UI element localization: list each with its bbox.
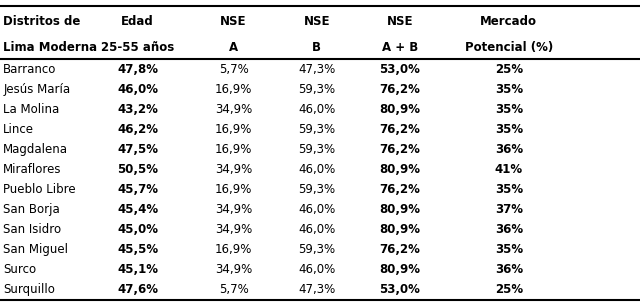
Text: 80,9%: 80,9%	[380, 263, 420, 276]
Text: 25-55 años: 25-55 años	[101, 41, 174, 54]
Text: B: B	[312, 41, 321, 54]
Text: 35%: 35%	[495, 183, 523, 196]
Text: 47,6%: 47,6%	[117, 283, 158, 296]
Text: 16,9%: 16,9%	[215, 123, 252, 136]
Text: 5,7%: 5,7%	[219, 63, 248, 76]
Text: 16,9%: 16,9%	[215, 143, 252, 156]
Text: 53,0%: 53,0%	[380, 63, 420, 76]
Text: Surquillo: Surquillo	[3, 283, 55, 296]
Text: Magdalena: Magdalena	[3, 143, 68, 156]
Text: 59,3%: 59,3%	[298, 243, 335, 256]
Text: 59,3%: 59,3%	[298, 143, 335, 156]
Text: Pueblo Libre: Pueblo Libre	[3, 183, 76, 196]
Text: 45,0%: 45,0%	[117, 223, 158, 236]
Text: Mercado: Mercado	[480, 15, 538, 28]
Text: Barranco: Barranco	[3, 63, 56, 76]
Text: 76,2%: 76,2%	[380, 143, 420, 156]
Text: 36%: 36%	[495, 263, 523, 276]
Text: 80,9%: 80,9%	[380, 163, 420, 176]
Text: 34,9%: 34,9%	[215, 263, 252, 276]
Text: A + B: A + B	[382, 41, 418, 54]
Text: 50,5%: 50,5%	[117, 163, 158, 176]
Text: San Borja: San Borja	[3, 203, 60, 216]
Text: 76,2%: 76,2%	[380, 183, 420, 196]
Text: 25%: 25%	[495, 63, 523, 76]
Text: NSE: NSE	[220, 15, 247, 28]
Text: 47,3%: 47,3%	[298, 63, 335, 76]
Text: 16,9%: 16,9%	[215, 183, 252, 196]
Text: 53,0%: 53,0%	[380, 283, 420, 296]
Text: 36%: 36%	[495, 143, 523, 156]
Text: 76,2%: 76,2%	[380, 123, 420, 136]
Text: 35%: 35%	[495, 243, 523, 256]
Text: 41%: 41%	[495, 163, 523, 176]
Text: 35%: 35%	[495, 103, 523, 116]
Text: 45,7%: 45,7%	[117, 183, 158, 196]
Text: 47,8%: 47,8%	[117, 63, 158, 76]
Text: 46,0%: 46,0%	[298, 223, 335, 236]
Text: NSE: NSE	[303, 15, 330, 28]
Text: Lince: Lince	[3, 123, 34, 136]
Text: NSE: NSE	[387, 15, 413, 28]
Text: 34,9%: 34,9%	[215, 163, 252, 176]
Text: 34,9%: 34,9%	[215, 203, 252, 216]
Text: San Miguel: San Miguel	[3, 243, 68, 256]
Text: 34,9%: 34,9%	[215, 103, 252, 116]
Text: 46,0%: 46,0%	[298, 203, 335, 216]
Text: 80,9%: 80,9%	[380, 203, 420, 216]
Text: 46,0%: 46,0%	[298, 103, 335, 116]
Text: 59,3%: 59,3%	[298, 183, 335, 196]
Text: Edad: Edad	[121, 15, 154, 28]
Text: 34,9%: 34,9%	[215, 223, 252, 236]
Text: 80,9%: 80,9%	[380, 103, 420, 116]
Text: 37%: 37%	[495, 203, 523, 216]
Text: Lima Moderna: Lima Moderna	[3, 41, 97, 54]
Text: 35%: 35%	[495, 83, 523, 96]
Text: 59,3%: 59,3%	[298, 123, 335, 136]
Text: Miraflores: Miraflores	[3, 163, 61, 176]
Text: 59,3%: 59,3%	[298, 83, 335, 96]
Text: 43,2%: 43,2%	[117, 103, 158, 116]
Text: Jesús María: Jesús María	[3, 83, 70, 96]
Text: 25%: 25%	[495, 283, 523, 296]
Text: Potencial (%): Potencial (%)	[465, 41, 553, 54]
Text: 80,9%: 80,9%	[380, 223, 420, 236]
Text: San Isidro: San Isidro	[3, 223, 61, 236]
Text: Surco: Surco	[3, 263, 36, 276]
Text: 47,3%: 47,3%	[298, 283, 335, 296]
Text: 45,4%: 45,4%	[117, 203, 158, 216]
Text: 36%: 36%	[495, 223, 523, 236]
Text: 35%: 35%	[495, 123, 523, 136]
Text: 16,9%: 16,9%	[215, 83, 252, 96]
Text: La Molina: La Molina	[3, 103, 60, 116]
Text: A: A	[229, 41, 238, 54]
Text: 76,2%: 76,2%	[380, 83, 420, 96]
Text: 45,1%: 45,1%	[117, 263, 158, 276]
Text: 76,2%: 76,2%	[380, 243, 420, 256]
Text: 46,0%: 46,0%	[117, 83, 158, 96]
Text: 5,7%: 5,7%	[219, 283, 248, 296]
Text: 47,5%: 47,5%	[117, 143, 158, 156]
Text: Distritos de: Distritos de	[3, 15, 81, 28]
Text: 16,9%: 16,9%	[215, 243, 252, 256]
Text: 46,0%: 46,0%	[298, 263, 335, 276]
Text: 46,2%: 46,2%	[117, 123, 158, 136]
Text: 46,0%: 46,0%	[298, 163, 335, 176]
Text: 45,5%: 45,5%	[117, 243, 158, 256]
